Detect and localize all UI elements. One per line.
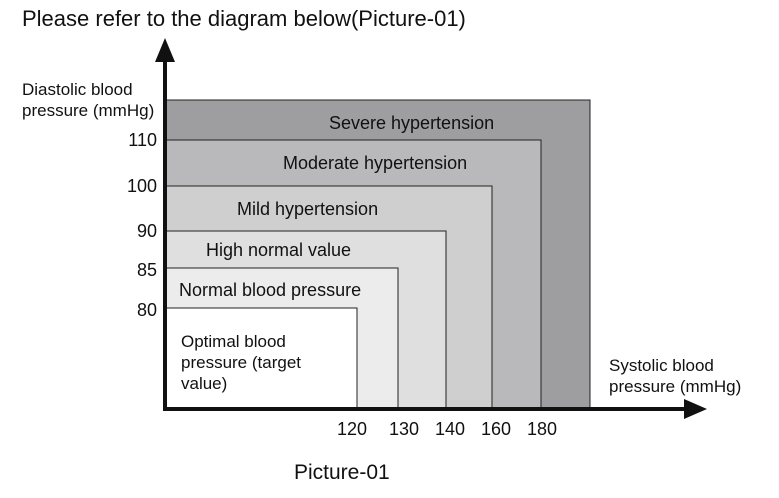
x-tick-label: 130 <box>388 419 420 439</box>
x-tick-label: 120 <box>336 419 368 439</box>
zone-label: Moderate hypertension <box>283 153 468 173</box>
y-axis-label: Diastolic blood pressure (mmHg) <box>22 80 155 120</box>
y-tick-label: 85 <box>136 260 157 280</box>
y-tick-label: 90 <box>136 221 157 241</box>
zone-label: Normal blood pressure <box>179 280 362 300</box>
zone-label: High normal value <box>206 240 352 260</box>
zone <box>164 307 358 410</box>
zone-label: Optimal blood pressure (target value) <box>181 332 301 393</box>
x-tick-label: 140 <box>434 419 466 439</box>
zone-label: Mild hypertension <box>237 199 379 219</box>
zone-label: Severe hypertension <box>329 113 495 133</box>
title: Please refer to the diagram below(Pictur… <box>22 6 466 31</box>
caption: Picture-01 <box>294 461 390 484</box>
x-axis-arrow <box>684 399 707 419</box>
y-axis-arrow <box>155 38 175 62</box>
y-tick-label: 80 <box>136 300 157 320</box>
x-tick-label: 160 <box>480 419 512 439</box>
x-tick-label: 180 <box>526 419 558 439</box>
y-tick-label: 110 <box>128 130 157 150</box>
y-tick-label: 100 <box>126 176 157 196</box>
x-axis-label: Systolic blood pressure (mmHg) <box>609 356 742 396</box>
